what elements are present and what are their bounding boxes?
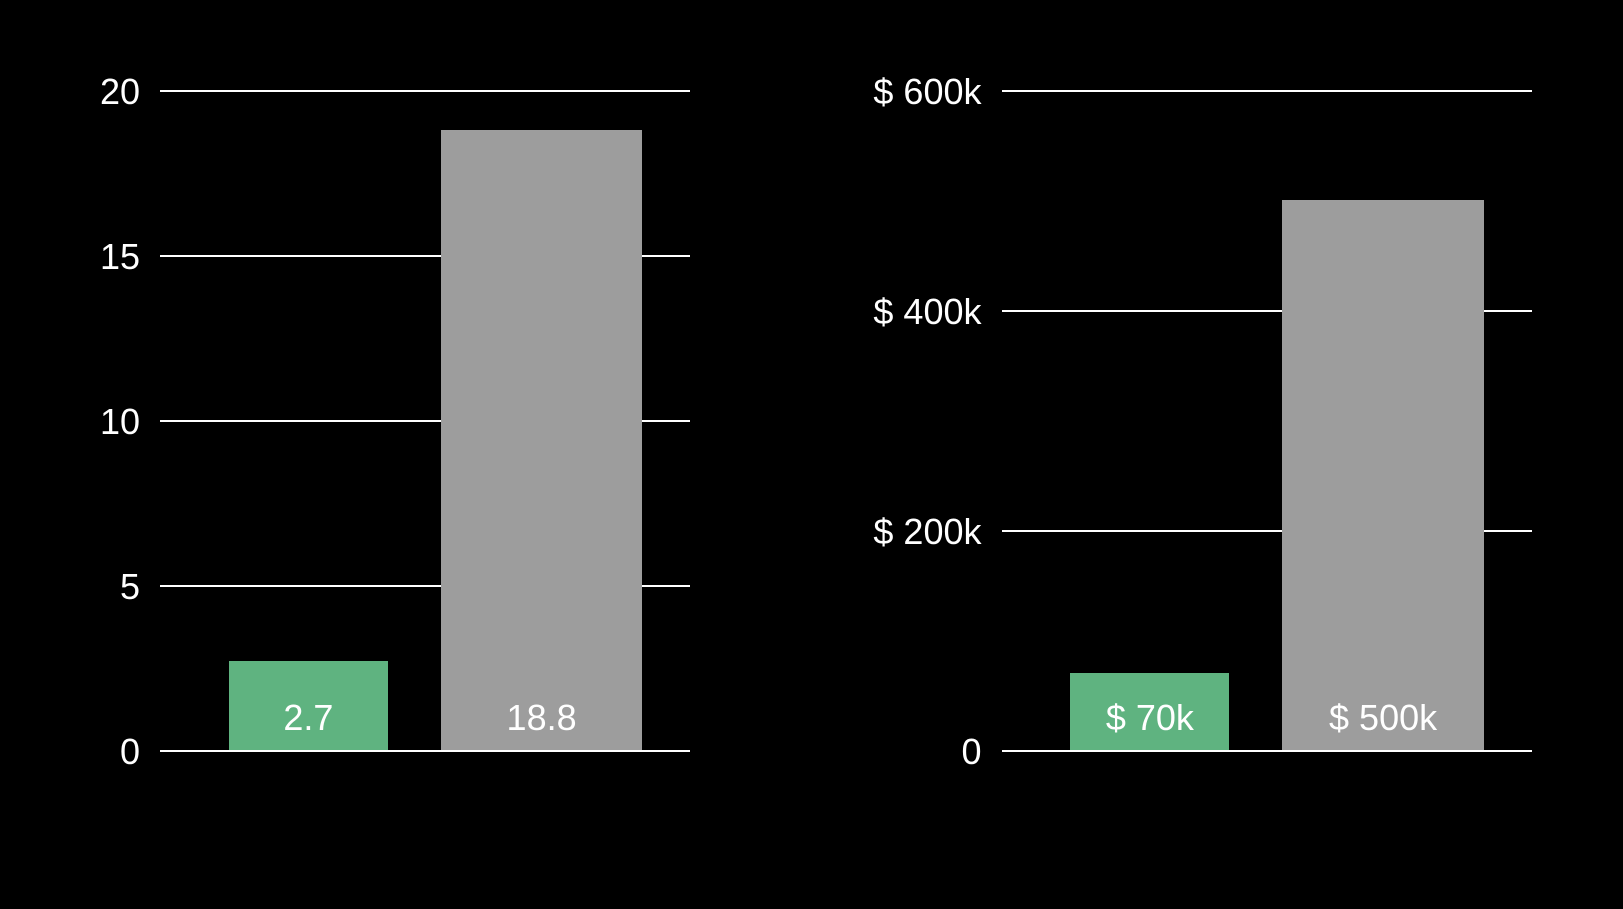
right-ylabel-0: 0 bbox=[961, 731, 1001, 773]
left-gridline-0: 0 bbox=[160, 750, 690, 752]
right-ylabel-1: $ 200k bbox=[873, 511, 1001, 553]
left-bar-1-label: 18.8 bbox=[441, 697, 642, 739]
left-bar-1: 18.8 bbox=[441, 130, 642, 750]
right-bar-1: $ 500k bbox=[1282, 200, 1483, 750]
left-ylabel-2: 10 bbox=[100, 401, 160, 443]
left-bar-0-label: 2.7 bbox=[229, 697, 388, 739]
right-bar-0: $ 70k bbox=[1070, 673, 1229, 750]
left-chart-panel: 0 5 10 15 20 2.7 18.8 bbox=[0, 0, 812, 909]
right-ylabel-2: $ 400k bbox=[873, 291, 1001, 333]
right-chart-panel: 0 $ 200k $ 400k $ 600k $ 70k $ 500k bbox=[812, 0, 1623, 909]
right-gridline-3: $ 600k bbox=[1002, 90, 1532, 92]
right-bar-0-label: $ 70k bbox=[1070, 697, 1229, 739]
left-ylabel-3: 15 bbox=[100, 236, 160, 278]
right-ylabel-3: $ 600k bbox=[873, 71, 1001, 113]
left-ylabel-0: 0 bbox=[120, 731, 160, 773]
chart-page: 0 5 10 15 20 2.7 18.8 0 bbox=[0, 0, 1623, 909]
left-bar-0: 2.7 bbox=[229, 661, 388, 750]
left-chart-plot: 0 5 10 15 20 2.7 18.8 bbox=[160, 90, 690, 750]
left-gridline-4: 20 bbox=[160, 90, 690, 92]
right-chart-plot: 0 $ 200k $ 400k $ 600k $ 70k $ 500k bbox=[1002, 90, 1532, 750]
right-gridline-0: 0 bbox=[1002, 750, 1532, 752]
left-ylabel-4: 20 bbox=[100, 71, 160, 113]
left-ylabel-1: 5 bbox=[120, 566, 160, 608]
right-bar-1-label: $ 500k bbox=[1282, 697, 1483, 739]
